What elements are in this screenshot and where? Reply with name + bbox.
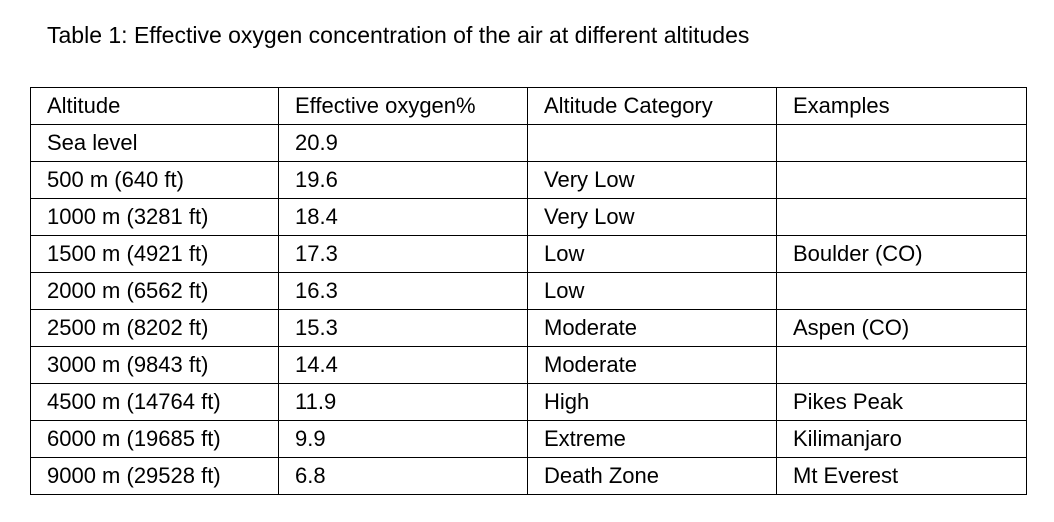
table-row: 3000 m (9843 ft) 14.4 Moderate (30, 346, 1027, 384)
table-cell: High (527, 383, 777, 421)
table-cell: 18.4 (278, 198, 528, 236)
table-row: 2500 m (8202 ft) 15.3 Moderate Aspen (CO) (30, 309, 1027, 347)
table-cell: 4500 m (14764 ft) (30, 383, 279, 421)
table-cell (776, 198, 1027, 236)
header-cell: Examples (776, 87, 1027, 125)
table-cell: Moderate (527, 346, 777, 384)
table-cell (776, 346, 1027, 384)
table-cell: 3000 m (9843 ft) (30, 346, 279, 384)
table-cell: Low (527, 235, 777, 273)
table-cell: Extreme (527, 420, 777, 458)
table-cell: 16.3 (278, 272, 528, 310)
table-cell: 15.3 (278, 309, 528, 347)
table-cell: Sea level (30, 124, 279, 162)
table-cell: Boulder (CO) (776, 235, 1027, 273)
table-cell (776, 124, 1027, 162)
table-cell: 6.8 (278, 457, 528, 495)
table-cell: 19.6 (278, 161, 528, 199)
table-title: Table 1: Effective oxygen concentration … (47, 22, 750, 48)
data-table: Altitude Effective oxygen% Altitude Catego… (30, 87, 1027, 495)
table-cell: 6000 m (19685 ft) (30, 420, 279, 458)
table-cell: 2500 m (8202 ft) (30, 309, 279, 347)
table-cell: 11.9 (278, 383, 528, 421)
table-cell: 20.9 (278, 124, 528, 162)
table-cell: 1500 m (4921 ft) (30, 235, 279, 273)
table-row: 1000 m (3281 ft) 18.4 Very Low (30, 198, 1027, 236)
header-cell: Altitude Category (527, 87, 777, 125)
table-row: 2000 m (6562 ft) 16.3 Low (30, 272, 1027, 310)
table-row: 500 m (640 ft) 19.6 Very Low (30, 161, 1027, 199)
table-row: 1500 m (4921 ft) 17.3 Low Boulder (CO) (30, 235, 1027, 273)
table-cell: Very Low (527, 161, 777, 199)
table-cell: Death Zone (527, 457, 777, 495)
table-cell (776, 272, 1027, 310)
table-cell: Aspen (CO) (776, 309, 1027, 347)
table-cell: Low (527, 272, 777, 310)
table-cell: 9.9 (278, 420, 528, 458)
table-cell: 2000 m (6562 ft) (30, 272, 279, 310)
table-row: Sea level 20.9 (30, 124, 1027, 162)
table-row: 6000 m (19685 ft) 9.9 Extreme Kilimanjaro (30, 420, 1027, 458)
header-row: Altitude Effective oxygen% Altitude Catego… (30, 87, 1027, 125)
table-cell: 17.3 (278, 235, 528, 273)
table-cell: Pikes Peak (776, 383, 1027, 421)
table-row: 4500 m (14764 ft) 11.9 High Pikes Peak (30, 383, 1027, 421)
table-cell: Kilimanjaro (776, 420, 1027, 458)
table-row: 9000 m (29528 ft) 6.8 Death Zone Mt Everest (30, 457, 1027, 495)
table-cell: Moderate (527, 309, 777, 347)
table-cell: Very Low (527, 198, 777, 236)
table-cell: 1000 m (3281 ft) (30, 198, 279, 236)
table-cell: 14.4 (278, 346, 528, 384)
table-cell: 500 m (640 ft) (30, 161, 279, 199)
table-cell: 9000 m (29528 ft) (30, 457, 279, 495)
table-cell (527, 124, 777, 162)
header-cell: Effective oxygen% (278, 87, 528, 125)
table-cell (776, 161, 1027, 199)
table-cell: Mt Everest (776, 457, 1027, 495)
header-cell: Altitude (30, 87, 279, 125)
